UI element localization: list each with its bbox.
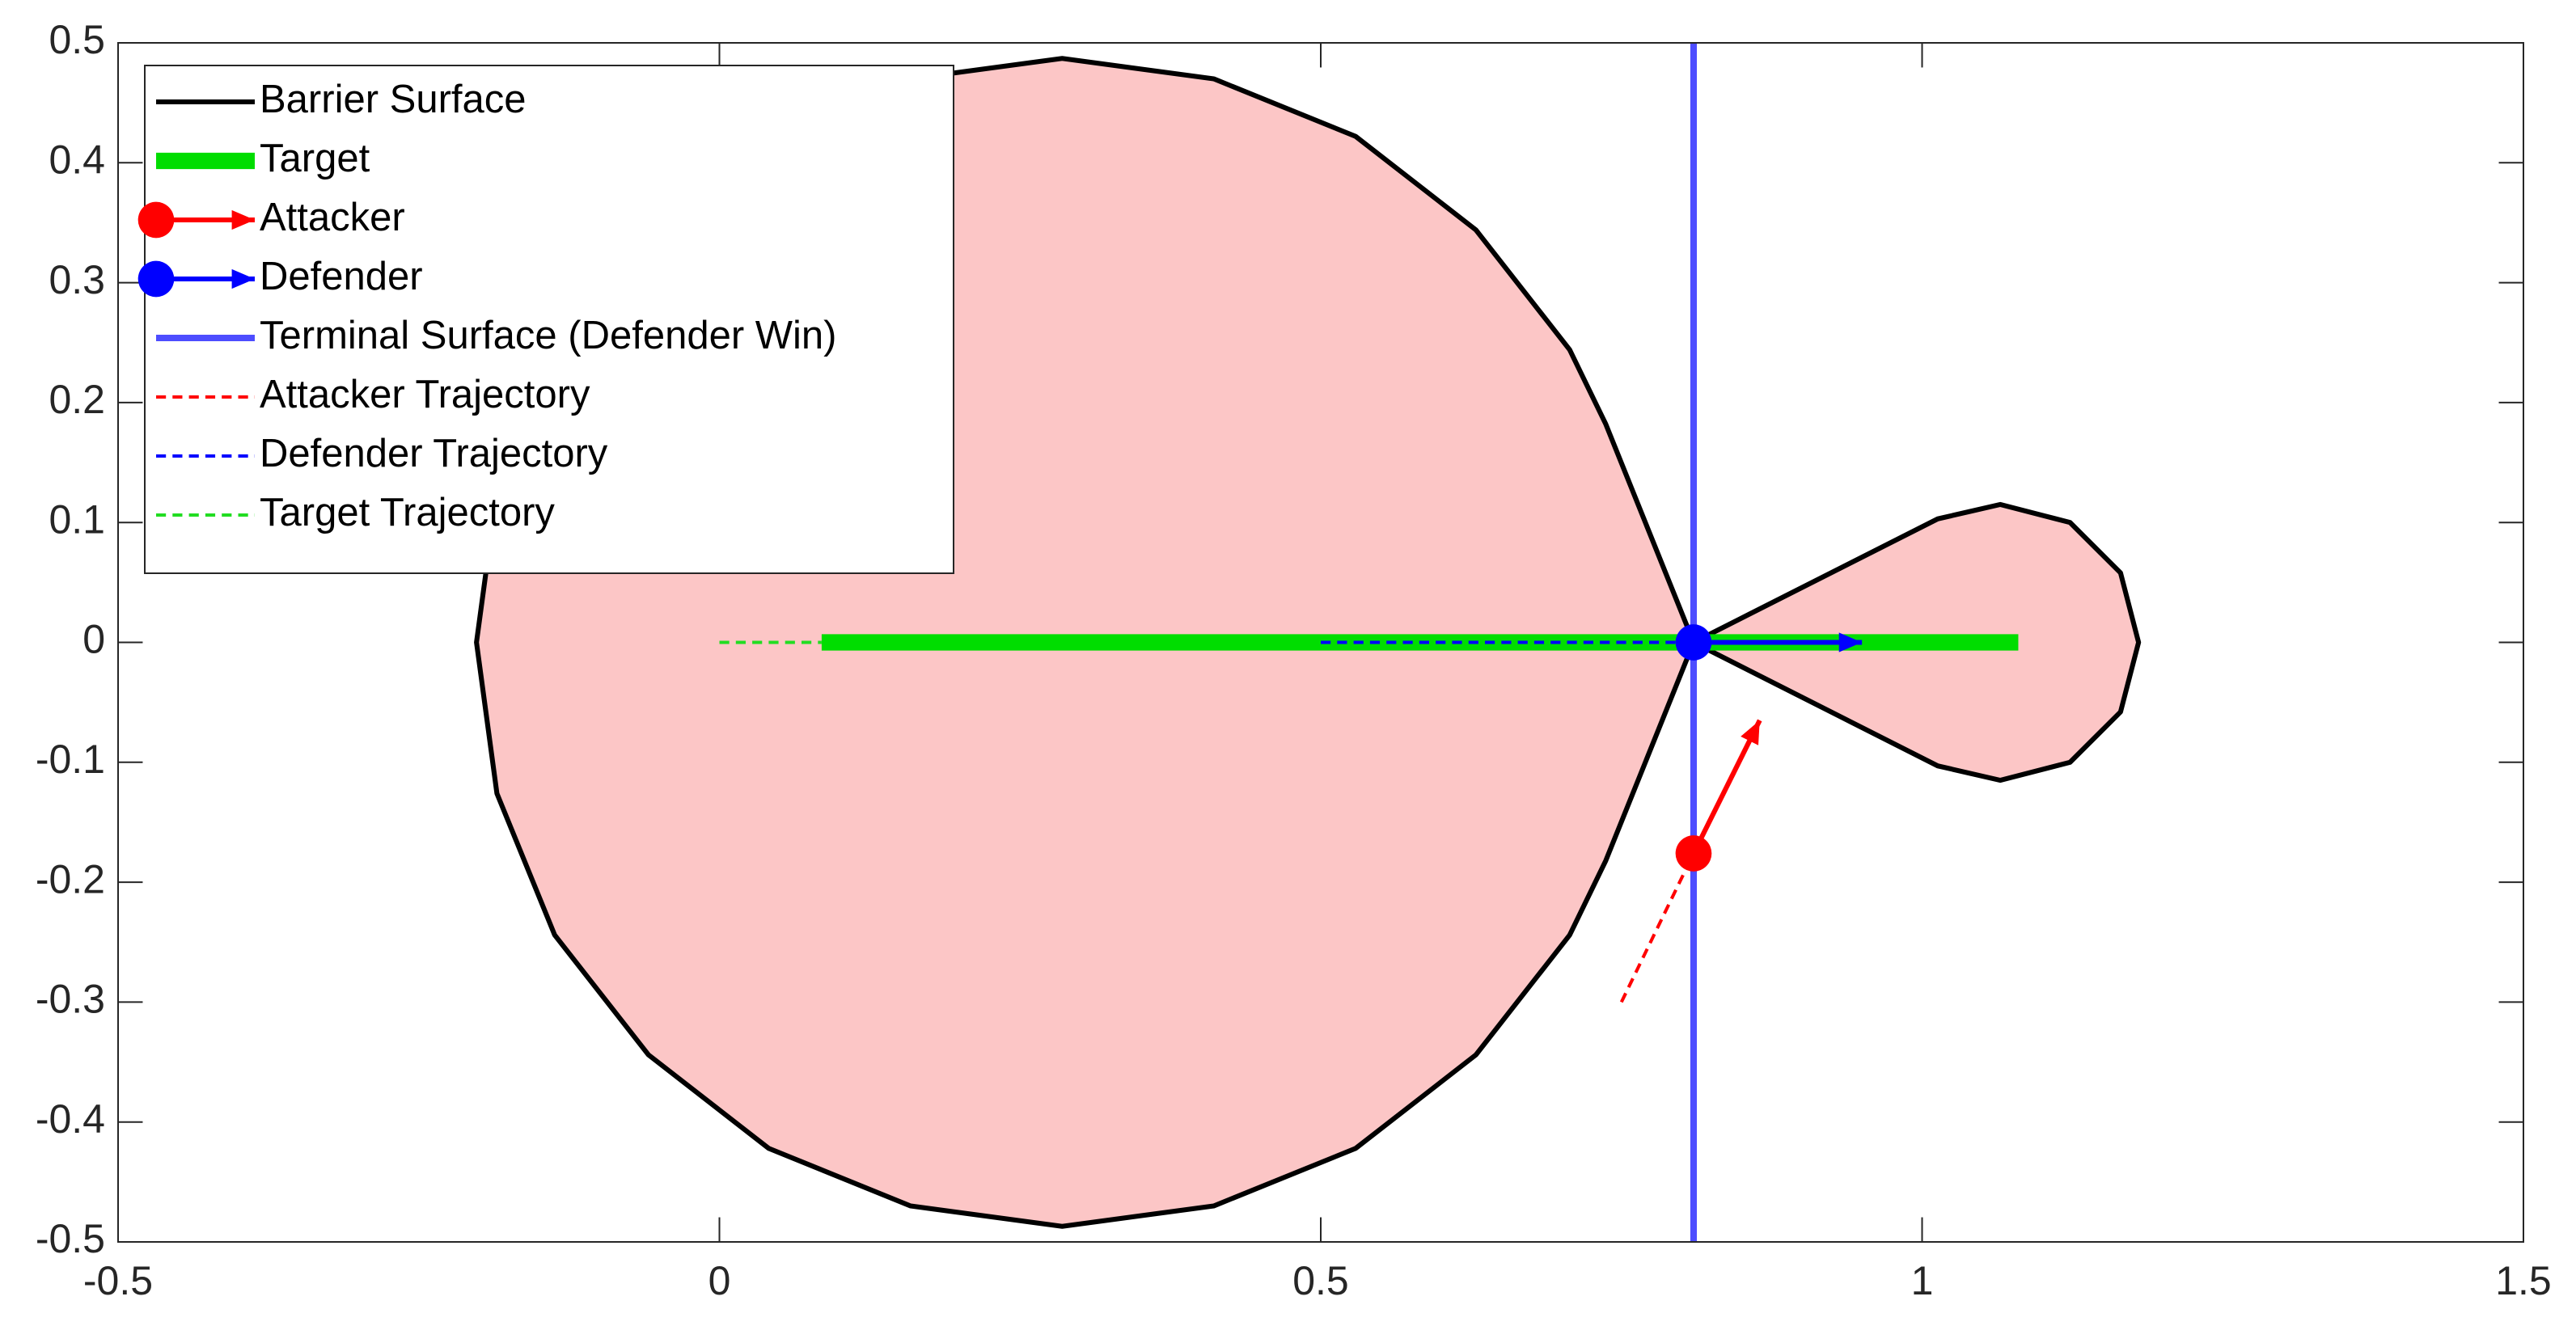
x-tick-label: 1.5	[2495, 1258, 2552, 1303]
legend-label: Defender Trajectory	[260, 432, 608, 475]
legend: Barrier Surface Target Attacker Defender Ter…	[137, 65, 954, 574]
legend-arrow-head	[231, 209, 255, 230]
series-line	[1619, 852, 1695, 1003]
legend-arrow-head	[231, 268, 255, 289]
y-tick-label: -0.4	[36, 1096, 105, 1142]
y-tick-label: -0.2	[36, 856, 105, 902]
legend-marker	[137, 201, 175, 239]
y-tick-label: 0.3	[49, 257, 105, 302]
y-tick-label: -0.3	[36, 977, 105, 1022]
x-tick-label: 1	[1911, 1258, 1934, 1303]
legend-label: Attacker	[260, 196, 405, 239]
y-tick-label: 0.2	[49, 377, 105, 422]
x-tick-label: 0	[709, 1258, 731, 1303]
y-tick-label: 0	[82, 617, 105, 662]
legend-label: Terminal Surface (Defender Win)	[260, 314, 836, 357]
x-tick-label: -0.5	[83, 1258, 153, 1303]
legend-box	[144, 65, 954, 574]
x-tick-label: 0.5	[1292, 1258, 1349, 1303]
velocity-arrow-head	[1741, 720, 1760, 745]
legend-label: Target Trajectory	[260, 491, 555, 534]
legend-label: Defender	[260, 255, 423, 298]
legend-label: Barrier Surface	[260, 78, 527, 121]
velocity-arrow-head	[1838, 632, 1863, 652]
y-tick-label: 0.4	[49, 137, 105, 183]
y-tick-label: -0.5	[36, 1216, 105, 1261]
legend-label: Target	[260, 137, 370, 180]
y-tick-label: -0.1	[36, 737, 105, 782]
y-tick-label: 0.1	[49, 496, 105, 542]
y-tick-label: 0.5	[49, 17, 105, 62]
velocity-arrow	[1691, 719, 1762, 855]
legend-label: Attacker Trajectory	[260, 373, 590, 416]
marker	[1675, 835, 1712, 872]
legend-marker	[137, 260, 175, 298]
marker	[1675, 624, 1712, 661]
axes: -0.5 0 0.5 1 1.5 -0.5 -0.4 -0.3 -0.2 -0.1 0 0.1 0.2 0…	[36, 17, 2552, 1303]
